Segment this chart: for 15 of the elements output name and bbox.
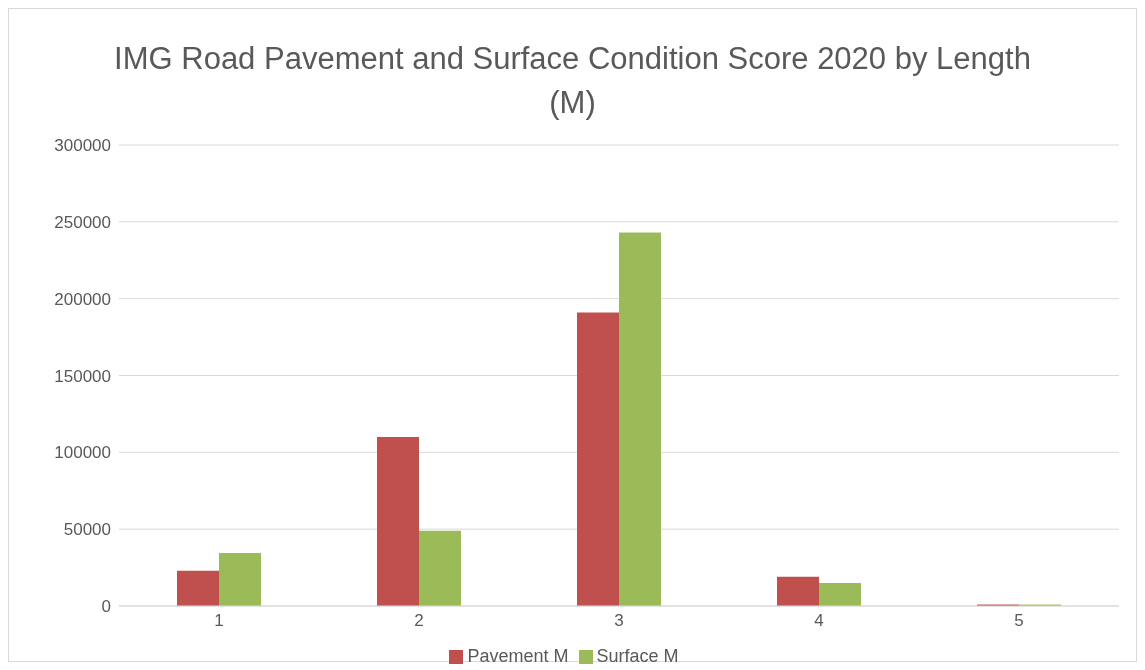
x-tick-label: 5 [1014,611,1024,631]
legend-label: Surface M [596,646,679,666]
y-tick-label: 250000 [54,212,111,232]
x-tick-label: 4 [814,611,824,631]
y-tick-label: 300000 [54,136,111,156]
legend-label: Pavement M [467,646,569,666]
chart-title: IMG Road Pavement and Surface Condition Score 2020 by Length (M) [113,40,1032,122]
y-tick-label: 150000 [54,366,111,386]
y-tick-label: 50000 [63,520,111,540]
y-tick-label: 200000 [54,289,111,309]
x-tick-label: 2 [414,611,424,631]
x-tick-label: 3 [614,611,624,631]
y-tick-label: 0 [101,597,111,617]
y-tick-label: 100000 [54,443,111,463]
x-tick-label: 1 [214,611,224,631]
